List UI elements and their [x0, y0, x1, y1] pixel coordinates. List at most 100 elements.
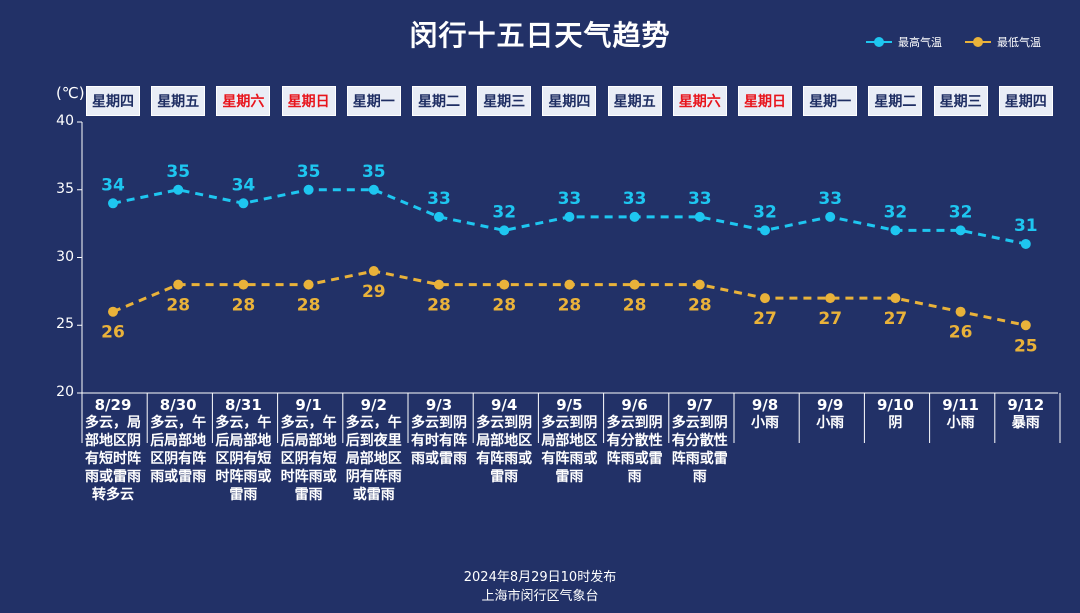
weekday-label: 星期日 [281, 86, 336, 116]
low-temp-label: 28 [492, 296, 516, 316]
weather-description: 小雨 [751, 415, 779, 431]
high-temp-label: 35 [362, 162, 386, 182]
weather-description: 阴 [888, 415, 903, 431]
day-cell: 9/1 多云，午后局部地区阴有短时阵雨或雷雨 [278, 396, 340, 504]
high-temp-point [760, 225, 770, 236]
date-label: 9/5 [556, 396, 583, 414]
low-temp-label: 27 [818, 309, 842, 329]
low-temp-label: 29 [362, 282, 386, 302]
y-tick-label: 20 [56, 384, 74, 400]
weather-description: 暴雨 [1011, 415, 1040, 431]
day-cell: 8/29 多云，局部地区阴有短时阵雨或雷雨转多云 [82, 396, 144, 504]
date-label: 9/1 [295, 396, 322, 414]
day-cell: 9/3 多云到阴有时有阵雨或雷雨 [408, 396, 470, 468]
date-label: 9/4 [491, 396, 518, 414]
low-temp-label: 28 [232, 296, 256, 316]
high-temp-label: 33 [688, 189, 712, 209]
weather-description: 多云到阴局部地区有阵雨或雷雨 [476, 415, 533, 485]
high-temp-label: 33 [427, 189, 451, 209]
weather-description: 多云到阴有分散性阵雨或雷雨 [606, 415, 663, 485]
low-temp-label: 26 [101, 323, 125, 343]
high-temp-point [303, 184, 314, 195]
day-cell: 9/5 多云到阴局部地区有阵雨或雷雨 [538, 396, 600, 486]
high-temp-label: 31 [1014, 216, 1038, 236]
date-label: 9/6 [621, 396, 648, 414]
day-cell: 9/10 阴 [864, 396, 926, 432]
day-cell: 9/4 多云到阴局部地区有阵雨或雷雨 [473, 396, 535, 486]
day-cell: 9/8 小雨 [734, 396, 796, 432]
high-temp-label: 32 [492, 202, 516, 222]
low-temp-point [760, 293, 770, 304]
chart-title: 闵行十五日天气趋势 [409, 19, 671, 52]
date-label: 9/10 [876, 396, 914, 414]
high-temp-point [108, 198, 118, 209]
series-low: 26 28 28 28 29 28 28 28 28 28 27 27 27 26 25 [101, 266, 1038, 356]
high-temp-point [694, 211, 705, 222]
y-tick-label: 35 [56, 180, 74, 197]
high-temp-point [368, 184, 379, 195]
axes [77, 121, 1061, 443]
date-label: 9/11 [942, 396, 979, 414]
weekday-label: 星期四 [998, 86, 1053, 116]
weather-description: 多云，午后局部地区阴有短时阵雨或雷雨 [215, 415, 272, 503]
high-temp-label: 33 [623, 189, 647, 209]
low-temp-point [564, 279, 575, 290]
weekday-label: 星期一 [803, 86, 858, 116]
high-temp-point [955, 225, 966, 236]
high-temp-label: 35 [166, 162, 190, 182]
date-label: 9/9 [817, 396, 844, 414]
weather-description: 多云，局部地区阴有短时阵雨或雷雨转多云 [85, 415, 141, 503]
weather-description: 多云到阴有分散性阵雨或雷雨 [671, 415, 728, 485]
day-cell: 9/6 多云到阴有分散性阵雨或雷雨 [604, 396, 666, 486]
legend-low[interactable]: 最低气温 [965, 32, 1041, 52]
low-temp-label: 27 [884, 309, 908, 329]
low-temp-point [890, 293, 901, 304]
low-temp-label: 28 [427, 296, 451, 316]
day-cell: 8/31 多云，午后局部地区阴有短时阵雨或雷雨 [212, 396, 274, 504]
day-cell: 9/7 多云到阴有分散性阵雨或雷雨 [669, 396, 731, 486]
date-label: 8/30 [159, 396, 197, 414]
weekday-label: 星期六 [672, 86, 727, 116]
high-temp-point [173, 184, 184, 195]
high-temp-point [499, 225, 510, 236]
weekday-label: 星期四 [86, 86, 140, 116]
low-temp-label: 26 [949, 323, 973, 343]
low-temp-label: 28 [297, 296, 321, 316]
high-temp-point [629, 211, 640, 222]
y-tick-label: 40 [56, 113, 74, 129]
weekday-label: 星期三 [933, 86, 988, 116]
legend-low-label: 最低气温 [997, 36, 1041, 49]
date-label: 8/31 [224, 396, 262, 414]
day-cell: 8/30 多云，午后局部地区阴有阵雨或雷雨 [147, 396, 209, 486]
day-cell: 9/9 小雨 [799, 396, 861, 432]
low-temp-point [434, 279, 444, 290]
low-temp-point [303, 279, 314, 290]
high-temp-label: 35 [297, 162, 321, 182]
weekday-label: 星期二 [412, 86, 466, 116]
publish-time: 2024年8月29日10时发布 [463, 570, 617, 585]
low-temp-label: 27 [753, 309, 777, 329]
weather-description: 多云，午后到夜里局部地区阴有阵雨或雷雨 [345, 415, 402, 503]
legend-low-icon [965, 37, 991, 47]
weekday-label: 星期五 [607, 86, 662, 116]
day-cell: 9/2 多云，午后到夜里局部地区阴有阵雨或雷雨 [343, 396, 405, 504]
weather-description: 多云到阴局部地区有阵雨或雷雨 [541, 415, 598, 485]
date-label: 9/2 [360, 396, 387, 414]
high-temp-point [890, 225, 901, 236]
date-label: 9/7 [686, 396, 713, 414]
legend-high[interactable]: 最高气温 [866, 32, 942, 52]
low-temp-point [238, 279, 249, 290]
high-temp-label: 34 [101, 175, 125, 195]
low-temp-label: 28 [558, 296, 582, 316]
y-tick-label: 30 [56, 248, 74, 265]
legend-high-label: 最高气温 [898, 36, 942, 49]
date-label: 9/12 [1007, 396, 1045, 414]
low-temp-label: 25 [1014, 336, 1038, 356]
weekday-label: 星期三 [477, 86, 532, 116]
weekday-label: 星期六 [216, 86, 271, 116]
high-temp-label: 32 [753, 202, 777, 222]
weekday-label: 星期一 [346, 86, 401, 116]
day-cell: 9/12 暴雨 [995, 396, 1057, 432]
publisher: 上海市闵行区气象台 [481, 589, 599, 604]
legend-high-icon [866, 37, 892, 47]
